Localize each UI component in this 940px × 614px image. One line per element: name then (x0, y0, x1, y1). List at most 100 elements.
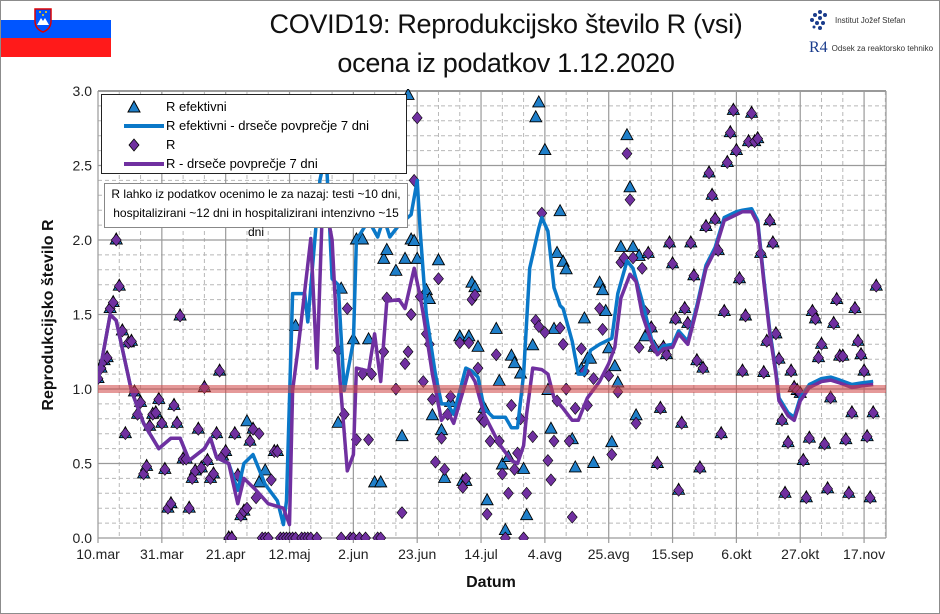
r-point (630, 416, 642, 430)
r-point (436, 431, 447, 445)
r-point (685, 236, 697, 250)
r-point (542, 454, 554, 467)
r-point (822, 482, 833, 496)
r-point (265, 473, 277, 487)
r-point (721, 156, 733, 169)
legend-label: R efektivni - drseče povprečje 7 dni (166, 118, 370, 133)
r4-logo: R4 Odsek za reaktorsko tehniko (809, 39, 933, 57)
note-line-2: hospitalizirani ~12 dni in hospitalizira… (113, 206, 399, 239)
r-point (241, 501, 253, 515)
r-point (606, 448, 618, 462)
r-point (694, 461, 706, 475)
r-point (855, 348, 867, 362)
r-point (813, 351, 824, 365)
r-point (803, 431, 815, 445)
r-point (828, 316, 840, 330)
y-tick-label: 0.5 (73, 456, 93, 472)
r4-logo-mark: R4 (809, 39, 828, 56)
r-efektivni-point (258, 463, 272, 476)
r-efektivni-point (568, 460, 583, 473)
r-point (539, 325, 551, 339)
r-point (554, 321, 566, 335)
legend-label: R (166, 137, 176, 152)
r-efektivni-point (507, 355, 522, 369)
r-point (676, 416, 688, 430)
r-point (253, 427, 265, 441)
r-point (405, 308, 417, 321)
r-point (737, 364, 748, 378)
r-point (597, 322, 609, 336)
r-point (454, 336, 466, 350)
r-point (664, 236, 675, 250)
r-point (758, 366, 770, 380)
r-point (773, 352, 785, 366)
r-point (861, 430, 873, 444)
r-point (852, 334, 864, 348)
r-point (703, 166, 715, 180)
y-tick-label: 3.0 (73, 83, 93, 99)
r-efektivni-point (425, 407, 440, 421)
r-point (816, 337, 827, 351)
r-point (849, 302, 861, 316)
r-point (411, 111, 423, 125)
r-efektivni-point (525, 337, 540, 351)
r-efektivni-point (519, 507, 534, 521)
series-group (98, 89, 886, 540)
r-point (202, 454, 213, 467)
r-point (667, 257, 678, 271)
r-point (731, 144, 742, 158)
r-point (433, 272, 444, 286)
r-point (569, 401, 581, 415)
r-efektivni-point (389, 263, 403, 276)
r-point (800, 491, 812, 505)
r-point (566, 510, 578, 524)
r-point (734, 272, 745, 286)
legend-item-r-efektivni-avg: R efektivni - drseče povprečje 7 dni (102, 116, 369, 135)
r-efektivni-point (355, 232, 370, 245)
r-point (119, 427, 131, 441)
r-point (770, 327, 782, 341)
x-tick-label: 15.sep (652, 546, 694, 562)
r-efektivni-point (595, 282, 610, 296)
coat-of-arms-icon (34, 8, 52, 33)
triangle-marker-icon (127, 100, 141, 113)
purple-line-icon (124, 161, 164, 166)
r-point (870, 279, 882, 293)
x-tick-label: 6.okt (721, 546, 751, 562)
r-efektivni-point (407, 233, 421, 246)
r-point (548, 434, 560, 448)
r-point (673, 483, 685, 497)
r-point (472, 361, 484, 375)
r-efektivni-point (431, 252, 446, 266)
chart-subtitle: ocena iz podatkov 1.12.2020 (337, 48, 675, 78)
r-efektivni-point (586, 455, 601, 468)
r-point (171, 416, 183, 430)
r-point (740, 309, 751, 323)
r-point (484, 434, 496, 448)
r-efektivni-point (538, 142, 552, 156)
r-point (709, 212, 721, 226)
r-point (718, 305, 730, 318)
x-tick-label: 21.apr (206, 546, 246, 562)
r-point (688, 269, 700, 283)
r-point (533, 319, 545, 333)
r-moving-average-line (98, 189, 874, 527)
r-point (621, 147, 633, 161)
reference-line-r1 (98, 385, 886, 393)
r-point (375, 531, 387, 540)
r-point (767, 236, 779, 250)
x-tick-label: 17.nov (843, 546, 885, 562)
r-efektivni-point (550, 245, 564, 258)
r-point (469, 288, 481, 302)
r-point (156, 416, 168, 430)
r-efektivni-point (398, 251, 412, 264)
r-point (810, 312, 821, 326)
legend-item-r: R (102, 135, 175, 154)
r-point (575, 342, 587, 356)
r-efektivni-point (553, 203, 567, 217)
r-point (727, 103, 739, 117)
r-point (439, 462, 450, 476)
r-point (195, 461, 207, 475)
r-point (211, 427, 222, 441)
r-efektivni-point (480, 492, 494, 506)
